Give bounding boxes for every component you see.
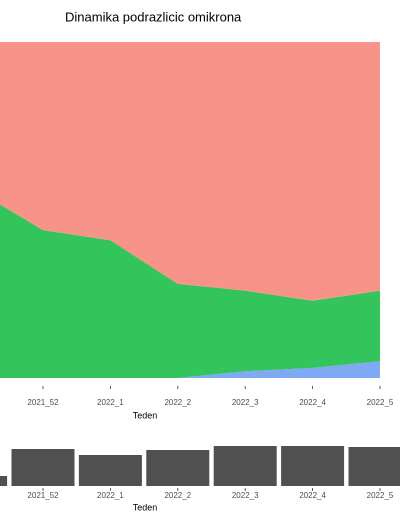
- x-tick-label: 2022_5: [367, 491, 394, 500]
- chart-title: Dinamika podrazlicic omikrona: [65, 9, 242, 24]
- area: [0, 361, 380, 378]
- x-tick-label: 2022_4: [299, 491, 326, 500]
- bar: [0, 476, 8, 486]
- x-axis-title: Teden: [133, 502, 158, 512]
- area: [0, 42, 380, 301]
- x-tick-label: 2021_52: [27, 491, 59, 500]
- x-tick-label: 2022_3: [232, 491, 259, 500]
- bar: [78, 455, 142, 486]
- bar: [281, 446, 345, 486]
- bar: [11, 449, 75, 486]
- area: [0, 204, 380, 378]
- x-axis-title: Teden: [133, 410, 158, 420]
- x-tick-label: 2022_3: [232, 398, 259, 407]
- x-tick-label: 2022_2: [164, 491, 191, 500]
- x-tick-label: 2022_4: [299, 398, 326, 407]
- x-tick-label: 2022_1: [97, 491, 124, 500]
- bar: [213, 446, 277, 486]
- bar: [348, 447, 400, 486]
- x-tick-label: 2022_1: [97, 398, 124, 407]
- x-tick-label: 2021_52: [27, 398, 59, 407]
- x-tick-label: 2022_2: [164, 398, 191, 407]
- bar: [146, 450, 210, 486]
- x-tick-label: 2022_5: [367, 398, 394, 407]
